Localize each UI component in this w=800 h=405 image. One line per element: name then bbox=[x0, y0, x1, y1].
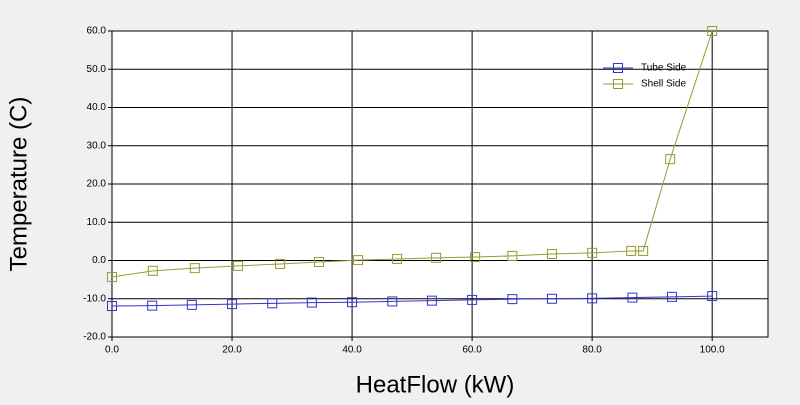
marker bbox=[306, 297, 317, 308]
marker bbox=[587, 247, 598, 258]
marker bbox=[189, 263, 200, 274]
marker bbox=[147, 265, 158, 276]
series-line bbox=[111, 295, 713, 307]
y-tick-label: 50.0 bbox=[87, 64, 107, 75]
marker bbox=[227, 299, 238, 310]
marker bbox=[507, 250, 518, 261]
marker bbox=[107, 301, 117, 312]
marker bbox=[507, 294, 518, 305]
marker bbox=[426, 295, 437, 306]
y-tick-label: 30.0 bbox=[87, 140, 107, 151]
marker bbox=[707, 291, 718, 302]
y-tick-label: -10.0 bbox=[83, 293, 106, 304]
x-tick-label: 20.0 bbox=[222, 345, 242, 356]
y-tick-label: -20.0 bbox=[83, 332, 106, 343]
marker bbox=[587, 293, 598, 304]
marker bbox=[546, 293, 557, 304]
marker bbox=[107, 271, 117, 282]
legend-label: Tube Side bbox=[641, 63, 687, 74]
x-tick-label: 80.0 bbox=[582, 345, 602, 356]
marker bbox=[470, 252, 481, 263]
y-tick-label: 60.0 bbox=[87, 26, 107, 37]
marker bbox=[392, 253, 403, 264]
marker bbox=[666, 291, 677, 302]
marker bbox=[707, 26, 718, 36]
marker bbox=[314, 257, 325, 268]
marker bbox=[638, 245, 649, 256]
marker bbox=[275, 258, 286, 269]
legend-marker bbox=[613, 79, 623, 89]
marker bbox=[186, 299, 197, 310]
marker bbox=[431, 252, 442, 263]
legend-label: Shell Side bbox=[641, 79, 686, 90]
x-tick-label: 60.0 bbox=[462, 345, 482, 356]
marker bbox=[626, 245, 637, 256]
x-axis-label: HeatFlow (kW) bbox=[356, 371, 515, 398]
marker bbox=[665, 154, 676, 165]
marker bbox=[347, 297, 358, 308]
marker bbox=[387, 296, 398, 307]
x-tick-label: 100.0 bbox=[700, 345, 725, 356]
legend-marker bbox=[613, 63, 623, 73]
marker bbox=[267, 298, 278, 309]
y-axis-label: Temperature (C) bbox=[5, 97, 32, 272]
marker bbox=[467, 294, 478, 305]
x-tick-label: 0.0 bbox=[105, 345, 119, 356]
marker bbox=[353, 255, 364, 266]
x-tick-label: 40.0 bbox=[342, 345, 362, 356]
y-tick-label: 0.0 bbox=[92, 255, 106, 266]
marker bbox=[627, 292, 638, 303]
marker bbox=[233, 260, 244, 271]
marker bbox=[147, 300, 158, 311]
y-tick-label: 10.0 bbox=[87, 217, 107, 228]
plot-border bbox=[111, 30, 769, 338]
marker bbox=[546, 248, 557, 259]
y-tick-label: 20.0 bbox=[87, 179, 107, 190]
y-tick-label: 40.0 bbox=[87, 102, 107, 113]
